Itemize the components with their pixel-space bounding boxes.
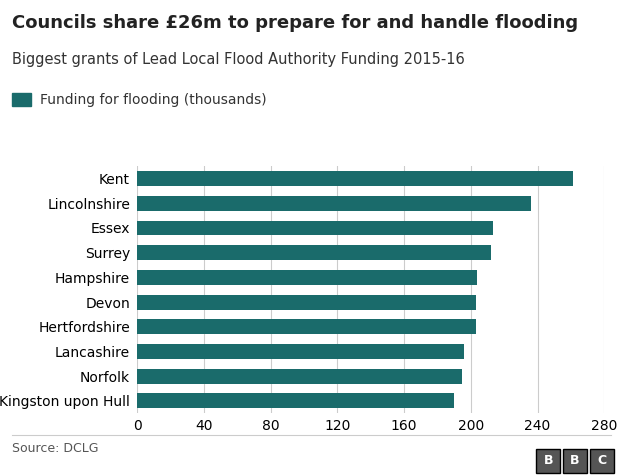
Bar: [137, 294, 476, 310]
Bar: [137, 393, 454, 408]
Bar: [137, 171, 573, 186]
Bar: [137, 245, 491, 260]
Bar: [137, 196, 531, 211]
Text: B: B: [543, 454, 553, 467]
Bar: [137, 220, 493, 236]
Text: Councils share £26m to prepare for and handle flooding: Councils share £26m to prepare for and h…: [12, 14, 579, 32]
Text: Biggest grants of Lead Local Flood Authority Funding 2015-16: Biggest grants of Lead Local Flood Autho…: [12, 52, 465, 67]
Bar: [137, 344, 464, 359]
Text: B: B: [570, 454, 580, 467]
Text: C: C: [597, 454, 606, 467]
Text: Funding for flooding (thousands): Funding for flooding (thousands): [40, 93, 267, 107]
Bar: [137, 270, 477, 285]
Bar: [137, 319, 476, 334]
Bar: [137, 369, 462, 384]
Text: Source: DCLG: Source: DCLG: [12, 442, 99, 456]
